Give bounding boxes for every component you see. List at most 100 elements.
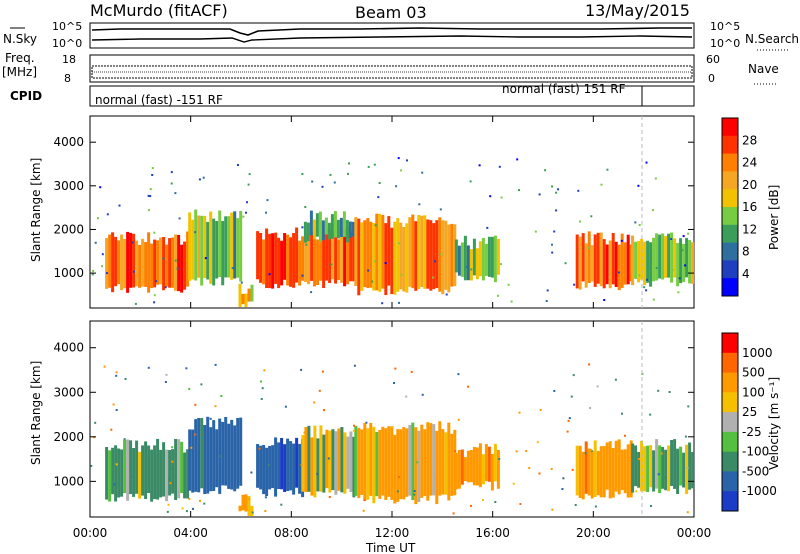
scatter-cell — [307, 425, 311, 492]
scatter-cell — [132, 233, 136, 288]
scatter-speck — [94, 421, 97, 424]
scatter-cell — [215, 429, 219, 488]
scatter-cell — [165, 244, 169, 287]
scatter-cell — [444, 220, 448, 290]
scatter-speck — [638, 458, 641, 460]
scatter-speck — [323, 409, 325, 412]
scatter-cell — [626, 444, 630, 498]
power-ylabel: Slant Range [km] — [29, 158, 43, 262]
scatter-speck — [589, 407, 592, 409]
cpid-segment-1: normal (fast) -151 RF — [95, 93, 223, 107]
scatter-cell — [310, 437, 314, 496]
scatter-cell — [363, 220, 367, 288]
scatter-cell — [233, 425, 237, 492]
scatter-speck — [614, 378, 617, 381]
scatter-cell — [141, 445, 145, 496]
scatter-speck — [663, 476, 666, 479]
scatter-speck — [657, 473, 660, 476]
scatter-cell — [174, 439, 178, 500]
scatter-cell — [306, 222, 310, 242]
scatter-speck — [103, 365, 106, 368]
scatter-speck — [371, 280, 374, 283]
scatter-cell — [268, 446, 272, 490]
scatter-speck — [168, 489, 171, 492]
scatter-speck — [168, 478, 171, 481]
scatter-cell — [676, 448, 680, 494]
scatter-speck — [457, 373, 460, 376]
scatter-speck — [115, 374, 118, 377]
scatter-speck — [465, 265, 468, 268]
scatter-cell — [352, 233, 356, 282]
scatter-speck — [245, 211, 247, 214]
scatter-cell — [688, 442, 692, 490]
scatter-speck — [106, 213, 109, 216]
scatter-speck — [190, 446, 193, 449]
scatter-cell — [614, 241, 618, 287]
scatter-speck — [352, 429, 355, 432]
velocity-ylabel: Slant Range [km] — [29, 361, 43, 465]
colorbar-tick-label: 4 — [742, 267, 750, 281]
freq-unit: [MHz] — [2, 65, 37, 79]
colorbar-swatch — [722, 171, 738, 190]
scatter-cell — [212, 420, 216, 491]
x-tick-label: 16:00 — [475, 526, 510, 540]
scatter-cell — [432, 424, 436, 496]
scatter-speck — [445, 293, 448, 296]
scatter-cell — [159, 237, 163, 285]
scatter-speck — [301, 226, 304, 229]
scatter-speck — [347, 172, 349, 175]
scatter-cell — [381, 215, 385, 289]
scatter-speck — [566, 430, 569, 433]
scatter-speck — [353, 424, 355, 427]
scatter-cell — [334, 237, 338, 284]
scatter-speck — [149, 188, 152, 191]
scatter-cell — [271, 233, 275, 289]
x-tick-label: 00:00 — [677, 526, 712, 540]
scatter-cell — [262, 239, 266, 285]
scatter-cell — [602, 446, 606, 498]
scatter-cell — [460, 242, 464, 277]
scatter-cell — [599, 446, 603, 498]
scatter-speck — [268, 273, 271, 276]
scatter-speck — [557, 188, 560, 191]
scatter-speck — [551, 251, 554, 254]
scatter-cell — [111, 232, 115, 293]
scatter-cell — [135, 440, 139, 494]
scatter-speck — [214, 363, 217, 366]
scatter-cell — [168, 450, 172, 496]
scatter-cell — [274, 437, 278, 497]
scatter-cell — [655, 233, 659, 281]
scatter-cell — [230, 419, 234, 490]
colorbar-swatch — [722, 153, 738, 172]
scatter-speck — [304, 206, 307, 208]
scatter-speck — [174, 259, 177, 262]
scatter-speck — [153, 231, 156, 234]
scatter-speck — [482, 498, 484, 501]
scatter-speck — [467, 385, 470, 388]
scatter-speck — [198, 178, 201, 181]
power-colorbar-label: Power [dB] — [767, 185, 781, 250]
scatter-cell — [346, 436, 350, 489]
colorbar-tick-label: -100 — [742, 445, 769, 459]
scatter-cell — [478, 443, 482, 488]
scatter-speck — [498, 458, 501, 460]
scatter-cell — [360, 429, 364, 495]
scatter-speck — [519, 503, 522, 505]
scatter-cell — [206, 416, 210, 494]
scatter-speck — [147, 194, 150, 197]
scatter-cell — [180, 244, 184, 293]
scatter-cell — [247, 288, 251, 302]
scatter-cell — [191, 429, 195, 493]
scatter-cell — [310, 232, 314, 281]
scatter-speck — [106, 272, 108, 275]
scatter-speck — [165, 373, 168, 376]
scatter-speck — [90, 464, 93, 467]
scatter-cell — [623, 242, 627, 285]
scatter-speck — [260, 398, 263, 400]
scatter-cell — [333, 211, 337, 238]
scatter-cell — [114, 236, 118, 287]
scatter-speck — [170, 171, 173, 174]
scatter-cell — [233, 211, 237, 279]
scatter-cell — [396, 429, 400, 502]
x-tick-label: 20:00 — [576, 526, 611, 540]
